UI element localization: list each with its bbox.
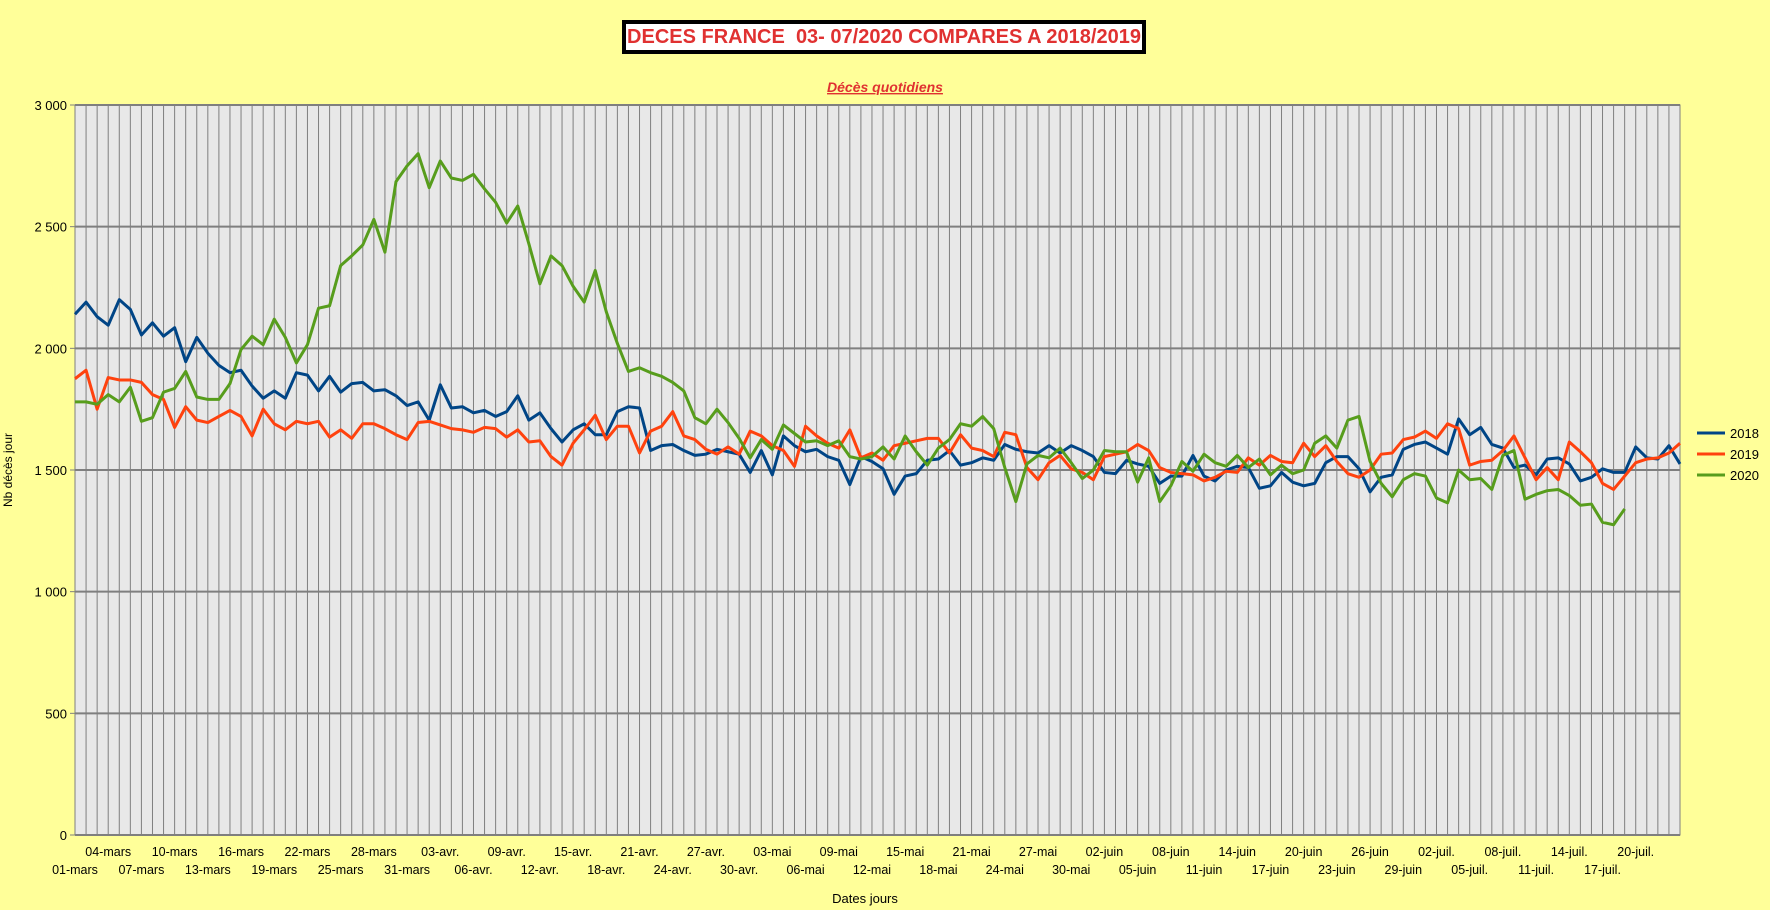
x-tick-label: 06-avr.	[454, 863, 492, 877]
x-tick-label: 05-juin	[1119, 863, 1157, 877]
x-tick-label: 23-juin	[1318, 863, 1356, 877]
x-tick-label: 07-mars	[118, 863, 164, 877]
series-line-2018	[73, 298, 1682, 496]
x-tick-label: 21-mai	[952, 845, 990, 859]
x-tick-label: 30-avr.	[720, 863, 758, 877]
x-tick-label: 31-mars	[384, 863, 430, 877]
x-tick-label: 14-juil.	[1551, 845, 1588, 859]
x-tick-label: 27-mai	[1019, 845, 1057, 859]
x-tick-label: 04-mars	[85, 845, 131, 859]
x-tick-label: 15-avr.	[554, 845, 592, 859]
y-tick-label: 2 500	[34, 220, 67, 235]
x-tick-label: 17-juin	[1252, 863, 1290, 877]
x-axis-label: Dates jours	[832, 891, 898, 906]
y-tick-label: 1 000	[34, 585, 67, 600]
x-tick-label: 24-mai	[986, 863, 1024, 877]
x-tick-label: 24-avr.	[654, 863, 692, 877]
y-tick-label: 0	[60, 828, 67, 843]
x-tick-label: 22-mars	[285, 845, 331, 859]
x-tick-label: 29-juin	[1385, 863, 1423, 877]
x-tick-label: 05-juil.	[1451, 863, 1488, 877]
x-tick-label: 02-juin	[1086, 845, 1124, 859]
x-tick-label: 16-mars	[218, 845, 264, 859]
legend-label-2018: 2018	[1730, 426, 1759, 441]
y-axis-ticks: 0 500 1 000 1 500 2 000 2 500 3 000	[34, 98, 75, 843]
legend-label-2020: 2020	[1730, 468, 1759, 483]
x-tick-label: 09-mai	[820, 845, 858, 859]
legend: 2018 2019 2020	[1697, 426, 1759, 483]
x-tick-label: 14-juin	[1218, 845, 1256, 859]
x-tick-label: 18-avr.	[587, 863, 625, 877]
x-tick-label: 18-mai	[919, 863, 957, 877]
x-tick-label: 13-mars	[185, 863, 231, 877]
x-tick-label: 25-mars	[318, 863, 364, 877]
y-axis-label: Nb décès jour	[1, 433, 15, 507]
series-line-2020	[75, 152, 1626, 527]
horizontal-gridlines	[75, 104, 1680, 836]
x-tick-label: 10-mars	[152, 845, 198, 859]
x-tick-label: 06-mai	[786, 863, 824, 877]
x-tick-label: 09-avr.	[488, 845, 526, 859]
x-tick-label: 12-avr.	[521, 863, 559, 877]
x-tick-label: 08-juin	[1152, 845, 1190, 859]
chart-title: DECES FRANCE 03- 07/2020 COMPARES A 2018…	[627, 25, 1141, 48]
y-tick-label: 2 000	[34, 341, 67, 356]
x-tick-label: 12-mai	[853, 863, 891, 877]
x-tick-label: 21-avr.	[620, 845, 658, 859]
chart-title-box: DECES FRANCE 03- 07/2020 COMPARES A 2018…	[622, 20, 1146, 54]
x-tick-label: 02-juil.	[1418, 845, 1455, 859]
x-tick-label: 30-mai	[1052, 863, 1090, 877]
x-tick-label: 11-juil.	[1518, 863, 1554, 877]
x-tick-label: 11-juin	[1186, 863, 1223, 877]
x-tick-label: 19-mars	[251, 863, 297, 877]
x-axis-ticks: 01-mars 04-mars 07-mars 10-mars 13-mars 16-ma…	[52, 845, 1654, 877]
x-tick-label: 03-avr.	[421, 845, 459, 859]
y-tick-label: 3 000	[34, 98, 67, 113]
x-tick-label: 27-avr.	[687, 845, 725, 859]
x-tick-label: 15-mai	[886, 845, 924, 859]
chart-subtitle: Décès quotidiens	[827, 79, 943, 95]
x-tick-label: 17-juil.	[1584, 863, 1621, 877]
y-tick-label: 500	[45, 706, 67, 721]
x-tick-label: 20-juin	[1285, 845, 1323, 859]
x-tick-label: 20-juil.	[1617, 845, 1654, 859]
x-tick-label: 03-mai	[753, 845, 791, 859]
x-tick-label: 01-mars	[52, 863, 98, 877]
series-line-2019	[74, 368, 1681, 491]
x-tick-label: 08-juil.	[1484, 845, 1521, 859]
x-tick-label: 28-mars	[351, 845, 397, 859]
legend-label-2019: 2019	[1730, 447, 1759, 462]
y-tick-label: 1 500	[34, 463, 67, 478]
x-tick-label: 26-juin	[1351, 845, 1389, 859]
series-lines	[73, 152, 1682, 527]
